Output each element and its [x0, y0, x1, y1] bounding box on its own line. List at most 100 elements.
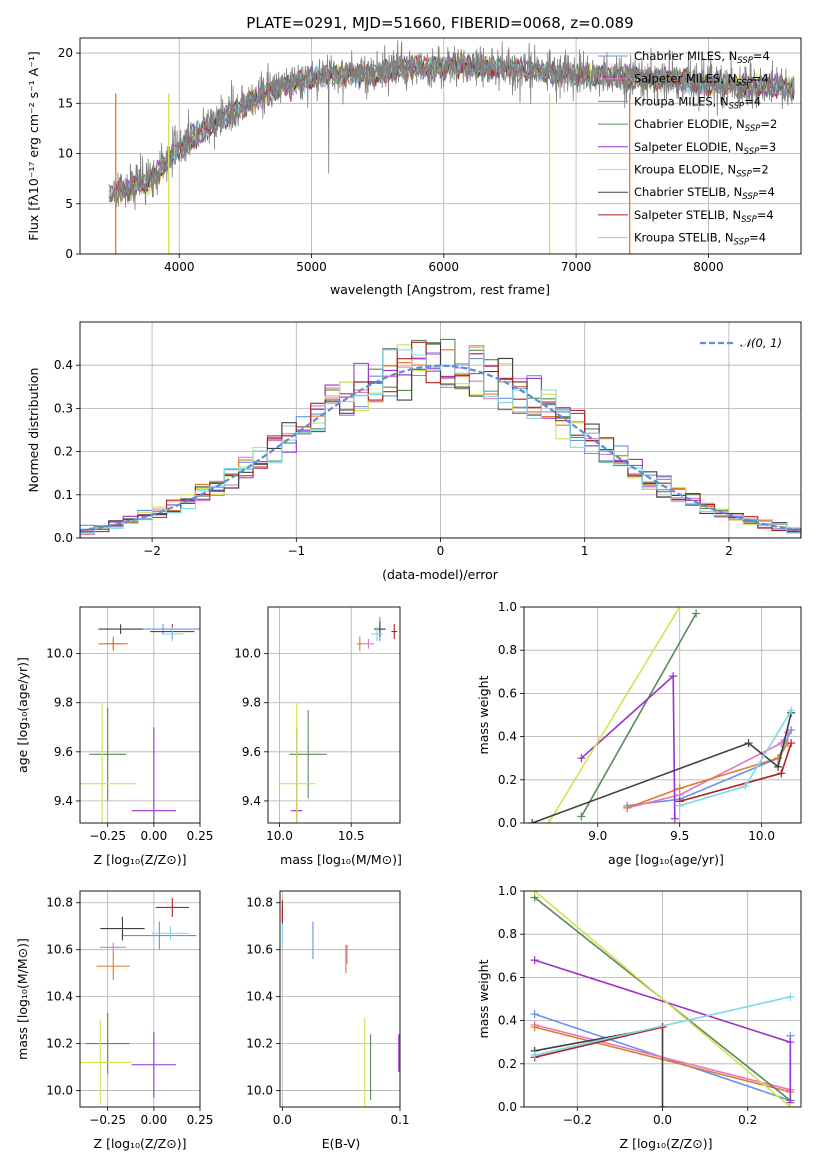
legend-label-suffix: =4: [753, 49, 770, 63]
legend-label-suffix: =4: [744, 94, 761, 108]
age-vs-Z-ylabel: age [log₁₀(age/yr)]: [15, 657, 30, 773]
y-tick-label: 10.2: [46, 1037, 73, 1051]
mass-weight-marker: [670, 814, 679, 823]
x-tick-label: 0.0: [653, 1113, 672, 1127]
legend-label-sub: SSP: [742, 192, 758, 202]
x-tick-label: 0.00: [140, 1113, 167, 1127]
mass-weight-line: [627, 729, 792, 807]
y-tick-label: 10.0: [46, 647, 73, 661]
y-tick-label: 0.2: [498, 773, 517, 787]
mass-weight-marker: [658, 1103, 667, 1107]
residuals-plot-area: −2 −1 0 1 2 0.0 0.1 0.2 0.3 0.4: [54, 321, 802, 558]
y-tick-label: 9.6: [242, 745, 261, 759]
mass-weight-marker: [787, 706, 796, 715]
mass-weight-marker: [787, 739, 796, 748]
x-tick-label: −2: [143, 544, 161, 558]
mass-weight-marker: [692, 609, 701, 618]
legend-label: Chabrier ELODIE, NSSP=2: [634, 117, 777, 134]
plot-content: [280, 891, 400, 1107]
y-tick-label: 10.2: [246, 1037, 273, 1051]
plot-content: [524, 607, 801, 823]
mass-vs-Z-plot-area: −0.25 0.00 0.25 10.0 10.2 10.4 10.6 10.8: [46, 890, 213, 1127]
mass-weight-line: [547, 607, 681, 823]
legend-label-name: Chabrier ELODIE, N: [634, 117, 745, 131]
mass-weight-marker: [675, 784, 684, 793]
age-vs-mass-xlabel: mass [log₁₀(M/M⊙)]: [280, 852, 402, 867]
legend-label-sub: SSP: [729, 101, 745, 111]
mass-weight-marker: [530, 891, 539, 895]
x-tick-label: −0.25: [89, 1113, 126, 1127]
mass-weight-line: [580, 613, 697, 817]
legend-label-sub: SSP: [741, 215, 757, 225]
mass-weight-vs-Z-ylabel: mass weight: [476, 959, 491, 1038]
y-tick-label: 0.8: [498, 927, 517, 941]
mass-vs-Z-ylabel: mass [log₁₀(M/M⊙)]: [15, 938, 30, 1060]
residuals-xlabel: (data-model)/error: [382, 567, 499, 582]
plot-content: [80, 322, 801, 538]
y-tick-label: 10.8: [246, 896, 273, 910]
x-tick-label: 2: [725, 544, 733, 558]
legend-label-name: Salpeter STELIB, N: [634, 208, 741, 222]
mass-weight-marker: [528, 819, 537, 823]
y-tick-label: 0.0: [54, 531, 73, 545]
y-tick-label: 0.3: [54, 401, 73, 415]
age-vs-mass-panel: 10.0 10.5 9.4 9.6 9.8 10.0 mass [log₁₀(M/M⊙)]: [234, 606, 402, 867]
legend-label-suffix: =4: [749, 231, 766, 245]
y-tick-label: 0.2: [498, 1057, 517, 1071]
mass-weight-vs-Z-plot-area: −0.2 0.0 0.2 0.0 0.2 0.4 0.6 0.8 1.0: [498, 884, 802, 1127]
mass-weight-line: [531, 712, 792, 823]
mass-weight-vs-age-xlabel: age [log₁₀(age/yr)]: [608, 852, 724, 867]
legend-label-name: Salpeter ELODIE, N: [634, 140, 744, 154]
legend-label-name: Kroupa ELODIE, N: [634, 163, 736, 177]
legend-label-suffix: =2: [760, 117, 777, 131]
legend-label-name: Chabrier STELIB, N: [634, 185, 742, 199]
x-tick-label: −0.25: [89, 829, 126, 843]
legend-label: Chabrier STELIB, NSSP=4: [634, 185, 775, 202]
mass-weight-marker: [530, 1010, 539, 1019]
y-tick-label: 1.0: [498, 884, 517, 898]
x-tick-label: 0.0: [273, 1113, 292, 1127]
x-tick-label: 6000: [429, 260, 460, 274]
legend-label: Kroupa MILES, NSSP=4: [634, 94, 761, 111]
mass-vs-EBV-panel: 0.0 0.1 10.0 10.2 10.4 10.6 10.8 E(B-V): [246, 890, 410, 1151]
mass-weight-line: [627, 742, 789, 809]
x-tick-label: 9.0: [588, 829, 607, 843]
axes-frame: [267, 606, 401, 824]
mass-weight-marker: [786, 1038, 795, 1047]
mass-weight-marker: [786, 1103, 795, 1107]
mass-weight-marker: [675, 801, 684, 810]
plot-content: [524, 891, 801, 1107]
mass-weight-marker: [669, 672, 678, 681]
mass-vs-EBV-xlabel: E(B-V): [322, 1136, 361, 1151]
legend-label: Salpeter ELODIE, NSSP=3: [634, 140, 776, 157]
legend-label-name: Salpeter MILES, N: [634, 72, 736, 86]
mass-weight-marker: [774, 762, 783, 771]
mass-weight-marker: [623, 803, 632, 812]
mass-vs-Z-xlabel: Z [log₁₀(Z/Z⊙)]: [94, 1136, 187, 1151]
mass-weight-line: [534, 996, 791, 1056]
y-tick-label: 1.0: [498, 600, 517, 614]
legend-label-sub: SSP: [737, 56, 753, 66]
plot-content: [80, 38, 801, 254]
mass-weight-marker: [744, 739, 753, 748]
legend-label-name: Kroupa STELIB, N: [634, 231, 734, 245]
spectrum-ylabel: Flux [fλ10⁻¹⁷ erg cm⁻² s⁻¹ A⁻¹]: [26, 51, 41, 240]
mass-weight-vs-Z-xlabel: Z [log₁₀(Z/Z⊙)]: [620, 1136, 713, 1151]
y-tick-label: 9.4: [242, 794, 261, 808]
axes-frame: [523, 606, 802, 824]
x-tick-label: 10.5: [338, 829, 365, 843]
mass-weight-marker: [577, 754, 586, 763]
mass-weight-marker: [530, 1051, 539, 1060]
spectrum-panel: PLATE=0291, MJD=51660, FIBERID=0068, z=0…: [26, 14, 802, 297]
y-tick-label: 15: [58, 96, 73, 110]
y-tick-label: 10.4: [246, 990, 273, 1004]
y-tick-label: 0: [65, 247, 73, 261]
legend-label-suffix: =4: [758, 185, 775, 199]
legend-label: Salpeter STELIB, NSSP=4: [634, 208, 774, 225]
y-tick-label: 0.0: [498, 1100, 517, 1114]
legend-label-suffix: =2: [752, 163, 769, 177]
x-tick-label: 10.0: [266, 829, 293, 843]
y-tick-label: 10: [58, 147, 73, 161]
